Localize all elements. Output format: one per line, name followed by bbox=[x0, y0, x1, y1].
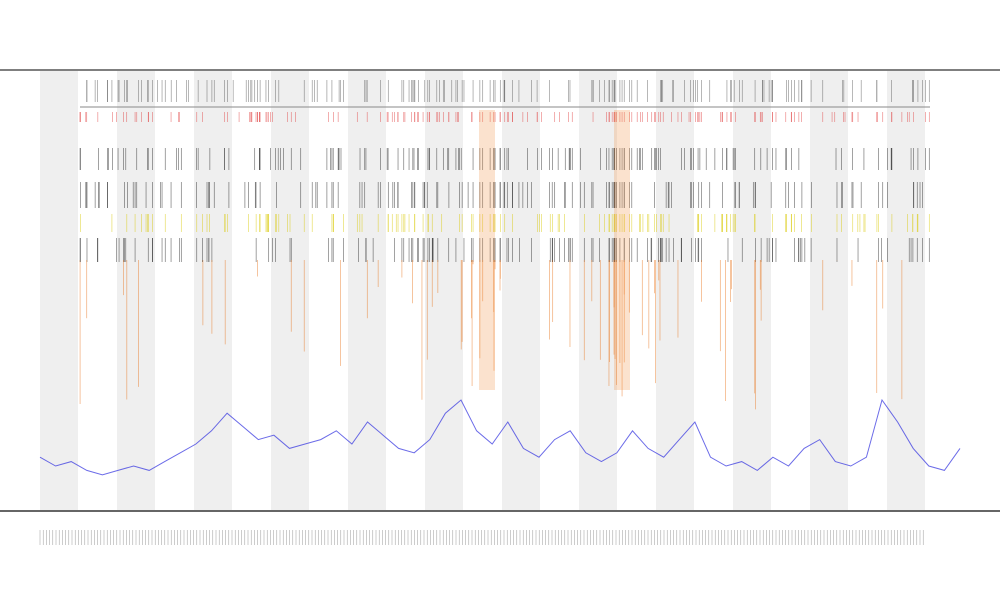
hot-region bbox=[614, 110, 630, 390]
stripe bbox=[733, 71, 771, 510]
track-streaks bbox=[79, 80, 930, 410]
stripe bbox=[656, 71, 694, 510]
signal-line bbox=[39, 398, 961, 476]
stripe bbox=[810, 71, 848, 510]
stripe bbox=[579, 71, 617, 510]
stripe bbox=[40, 71, 78, 510]
stripe bbox=[194, 71, 232, 510]
stripe bbox=[425, 71, 463, 510]
stripe bbox=[887, 71, 925, 510]
stripe bbox=[502, 71, 540, 510]
hot-region bbox=[479, 110, 495, 390]
x-label-row bbox=[39, 530, 924, 545]
stripe bbox=[271, 71, 309, 510]
stripe bbox=[117, 71, 155, 510]
